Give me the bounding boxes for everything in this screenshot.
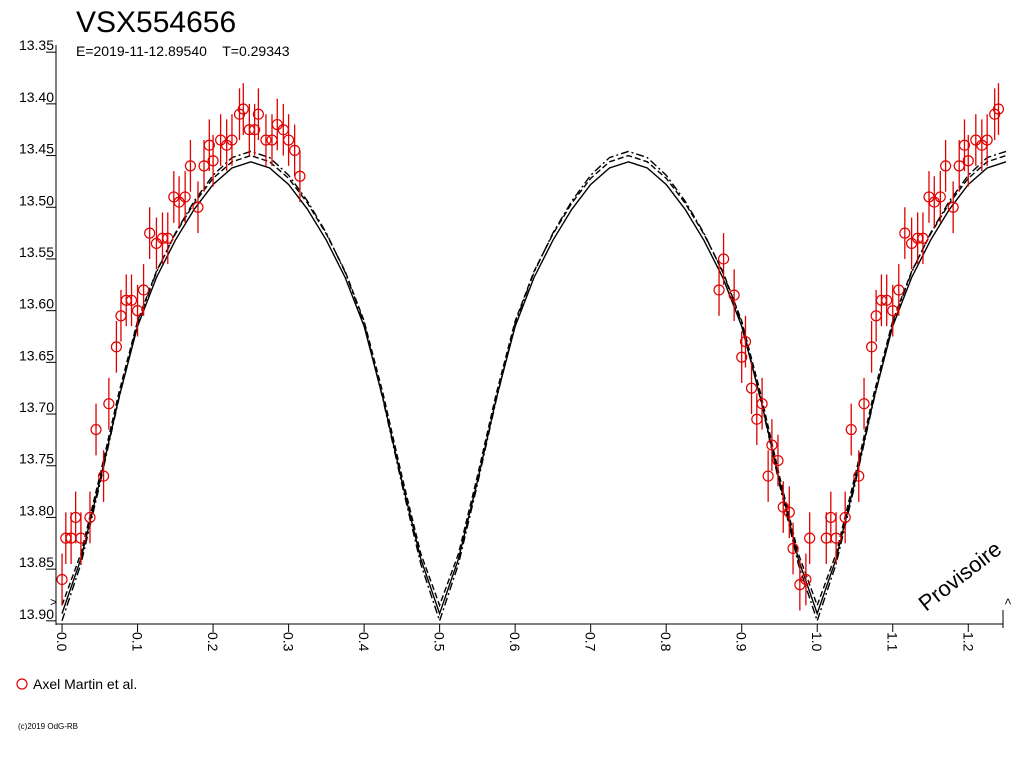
data-point — [787, 542, 799, 555]
x-tick-label: 0.2 — [205, 632, 221, 652]
data-point — [739, 336, 752, 348]
x-tick-label: 1.1 — [885, 632, 901, 652]
data-point — [865, 341, 878, 353]
y-tick-label: 13.40 — [19, 89, 54, 105]
data-point — [962, 155, 974, 167]
data-point — [762, 470, 774, 482]
y-tick-label: 13.70 — [19, 399, 54, 415]
x-tick-label: 0.3 — [281, 632, 297, 652]
y-tick-label: 13.50 — [19, 192, 54, 208]
chart-subtitle: E=2019-11-12.89540 T=0.29343 — [76, 43, 290, 59]
data-point — [237, 103, 249, 115]
data-point — [804, 532, 816, 544]
data-point — [800, 573, 812, 586]
y-tick-label: 13.80 — [19, 502, 54, 518]
data-point — [90, 423, 102, 436]
data-point — [887, 305, 899, 317]
model-curve — [61, 154, 1007, 608]
data-point — [252, 108, 264, 120]
x-tick-label: 0.9 — [734, 632, 750, 652]
y-tick-label: 13.90 — [19, 606, 54, 622]
x-tick-label: 0.5 — [432, 632, 448, 652]
chart-title: VSX554656 — [76, 6, 236, 39]
data-point — [958, 139, 971, 151]
data-point — [783, 506, 795, 518]
legend-label: Axel Martin et al. — [33, 676, 137, 692]
data-point — [736, 351, 748, 363]
data-point — [103, 398, 115, 410]
x-tick-label: 1.2 — [960, 632, 976, 652]
data-point — [845, 423, 857, 436]
right-marker: < — [1001, 598, 1015, 605]
data-point — [179, 191, 191, 203]
data-point — [125, 294, 138, 306]
x-tick-label: 1.0 — [809, 632, 825, 652]
data-point — [858, 398, 870, 410]
data-point — [294, 170, 306, 182]
x-tick-label: 0.0 — [54, 632, 70, 652]
x-tick-label: 0.1 — [130, 632, 146, 652]
data-point — [717, 253, 730, 265]
y-tick-label: 13.35 — [19, 37, 54, 53]
data-point — [756, 398, 768, 410]
y-tick-label: 13.45 — [19, 141, 54, 157]
data-point — [97, 470, 110, 482]
x-tick-label: 0.6 — [507, 632, 523, 652]
x-tick-label: 0.4 — [356, 632, 372, 652]
data-point — [203, 139, 215, 151]
y-tick-label: 13.85 — [19, 554, 54, 570]
data-point — [144, 227, 156, 239]
data-point — [138, 284, 150, 296]
data-point — [899, 227, 911, 239]
data-point — [839, 511, 851, 524]
data-point — [131, 305, 144, 317]
left-marker: > — [50, 595, 57, 609]
data-point — [728, 289, 740, 301]
data-point — [162, 232, 174, 244]
data-point — [917, 232, 929, 244]
data-point — [226, 134, 238, 146]
y-tick-label: 13.75 — [19, 451, 54, 467]
data-point — [830, 532, 842, 544]
x-tick-label: 0.8 — [658, 632, 674, 652]
data-point — [56, 573, 68, 586]
y-tick-label: 13.65 — [19, 347, 54, 363]
data-point — [745, 382, 758, 394]
data-point — [260, 134, 272, 146]
watermark: Provisoire — [914, 536, 1006, 616]
data-point — [75, 532, 87, 544]
data-point — [772, 454, 784, 467]
data-point — [110, 341, 123, 353]
data-point — [766, 439, 778, 451]
data-point — [934, 191, 946, 203]
data-point — [881, 294, 893, 306]
legend-marker — [16, 678, 28, 690]
data-point — [207, 155, 219, 167]
data-point — [940, 160, 952, 172]
data-point — [947, 201, 959, 213]
model-curve — [61, 161, 1007, 616]
data-point — [713, 284, 725, 296]
x-tick-label: 0.7 — [583, 632, 599, 652]
data-point — [992, 103, 1005, 115]
data-point — [981, 134, 993, 146]
data-point — [282, 134, 295, 146]
data-point — [192, 201, 204, 213]
data-point — [84, 511, 96, 524]
data-point — [893, 284, 905, 296]
y-tick-label: 13.55 — [19, 244, 54, 260]
data-point — [184, 160, 197, 172]
model-curve — [61, 150, 1007, 624]
y-tick-label: 13.60 — [19, 296, 54, 312]
data-point — [249, 124, 261, 136]
data-point — [853, 470, 865, 482]
credit: (c)2019 OdG-RB — [18, 722, 78, 731]
